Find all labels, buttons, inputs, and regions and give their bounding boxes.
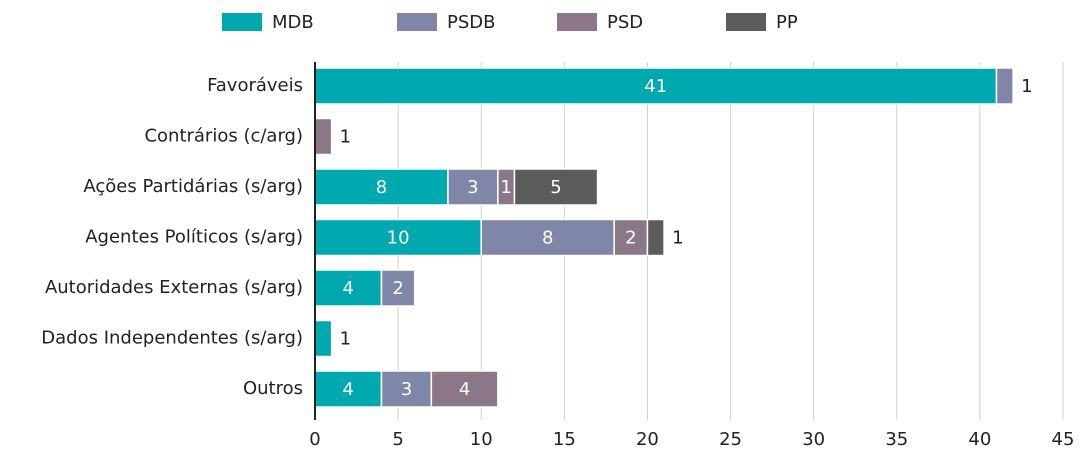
x-tick-label: 45	[1052, 429, 1075, 450]
y-tick-label: Dados Independentes (s/arg)	[41, 328, 303, 349]
x-tick-label: 35	[885, 429, 908, 450]
y-tick-label: Agentes Políticos (s/arg)	[85, 227, 303, 248]
bar-segment	[480, 218, 615, 257]
bar-segment	[613, 218, 649, 257]
legend-swatch	[557, 13, 597, 31]
y-tick-label: Contrários (c/arg)	[144, 126, 303, 147]
y-tick-label: Ações Partidárias (s/arg)	[83, 176, 303, 197]
data-label: 1	[1021, 76, 1032, 97]
legend-swatch	[726, 13, 766, 31]
bar-segment	[646, 218, 665, 257]
x-tick-label: 25	[719, 429, 742, 450]
bar-segment	[314, 370, 383, 408]
x-tick-label: 0	[309, 429, 320, 450]
x-tick-label: 15	[553, 429, 576, 450]
bar-segment	[314, 117, 333, 156]
data-label: 41	[644, 76, 667, 97]
legend-label: MDB	[272, 12, 314, 33]
y-tick-label: Autoridades Externas (s/arg)	[45, 277, 303, 298]
x-tick-label: 10	[470, 429, 493, 450]
data-label: 5	[550, 177, 561, 198]
legend-label: PP	[776, 12, 798, 33]
data-label: 8	[376, 177, 387, 198]
bar-segment	[995, 67, 1014, 105]
legend-swatch	[222, 13, 262, 31]
data-label: 4	[343, 278, 354, 299]
data-label: 4	[459, 379, 470, 400]
x-tick-label: 30	[802, 429, 825, 450]
data-label: 3	[467, 177, 478, 198]
bar-segment	[380, 370, 433, 408]
x-tick-label: 40	[968, 429, 991, 450]
x-tick-label: 20	[636, 429, 659, 450]
data-label: 2	[392, 278, 403, 299]
data-label: 10	[387, 228, 410, 249]
y-tick-label: Outros	[243, 378, 303, 399]
x-tick-label: 5	[392, 429, 403, 450]
data-label: 2	[625, 228, 636, 249]
legend-label: PSDB	[447, 12, 496, 33]
data-label: 3	[401, 379, 412, 400]
bar-segment	[314, 218, 482, 257]
bar-segment	[430, 370, 499, 408]
bar-segment	[513, 168, 599, 206]
data-label: 1	[340, 127, 351, 148]
legend-label: PSD	[607, 12, 643, 33]
data-label: 8	[542, 228, 553, 249]
data-label: 4	[343, 379, 354, 400]
legend-swatch	[397, 13, 437, 31]
bar-segment	[314, 319, 333, 358]
data-label: 1	[500, 177, 511, 198]
y-tick-label: Favoráveis	[207, 75, 303, 96]
data-label: 1	[672, 228, 683, 249]
data-label: 1	[340, 329, 351, 350]
bar-segment	[447, 168, 499, 206]
bar-segment	[380, 269, 416, 307]
